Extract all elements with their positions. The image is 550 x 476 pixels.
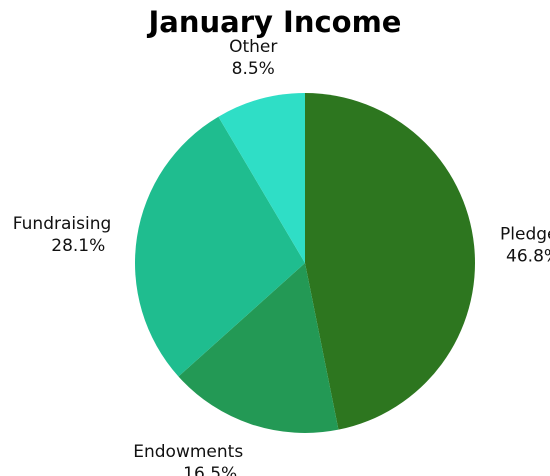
pie-slice-endowments: [178, 263, 339, 433]
slice-label-fundraising: Fundraising: [13, 214, 111, 234]
slice-label-other: Other: [229, 37, 277, 57]
slice-label-endowments: Endowments: [133, 442, 243, 462]
slice-value-pledge: 46.8%: [506, 247, 550, 267]
slice-value-fundraising: 28.1%: [51, 236, 105, 256]
pie-slices: [134, 93, 476, 433]
slice-value-endowments: 16.5%: [183, 464, 237, 476]
pie-slice-other: [218, 93, 305, 263]
pie-labels: Pledge46.8% Endowments 16.5% Fundraising28.…: [13, 37, 550, 476]
slice-label-pledge: Pledge: [500, 225, 550, 245]
pie-slice-pledge: [305, 93, 476, 430]
slice-value-other: 8.5%: [232, 59, 275, 79]
pie-slice-fundraising: [134, 116, 305, 377]
chart-title: January Income: [148, 5, 402, 39]
